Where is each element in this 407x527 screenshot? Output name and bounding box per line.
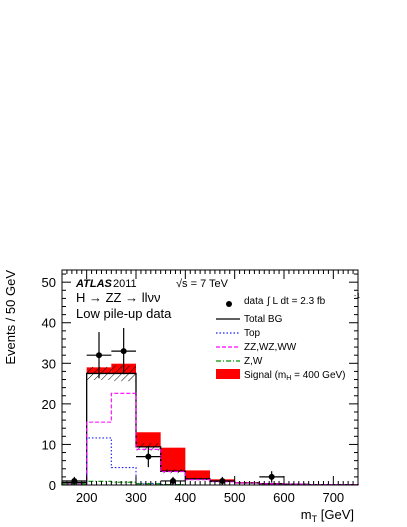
- series-top-line: [62, 437, 358, 486]
- data-point: [170, 477, 176, 484]
- x-tick-label: 400: [174, 490, 196, 505]
- data-point: [120, 348, 127, 355]
- legend-signal-label-sub: H: [286, 375, 291, 382]
- x-tick-label: 700: [322, 490, 344, 505]
- legend-data-label: data: [244, 296, 264, 307]
- legend: data ∫ L dt = 2.3 fb -1 Total BG Top ZZ,…: [216, 293, 360, 382]
- data-point: [268, 473, 275, 480]
- x-tick-label: 300: [125, 490, 147, 505]
- y-tick-label: 0: [49, 478, 56, 493]
- y-tick-label: 40: [42, 316, 56, 331]
- x-axis-title-main: m: [301, 507, 312, 522]
- data-point: [96, 352, 102, 359]
- y-tick-label: 30: [42, 356, 56, 371]
- data-point: [219, 477, 226, 484]
- x-tick-label: 600: [273, 490, 295, 505]
- legend-signal-swatch: [216, 369, 240, 379]
- lumi-exponent: -1: [354, 293, 360, 300]
- x-tick-label: 200: [76, 490, 98, 505]
- y-axis-title: Events / 50 GeV: [3, 270, 18, 365]
- data-point: [71, 477, 78, 484]
- lumi-label: ∫ L dt = 2.3 fb: [266, 296, 326, 307]
- legend-diboson-label: ZZ,WZ,WW: [244, 342, 297, 353]
- subtitle-label: Low pile-up data: [76, 306, 172, 321]
- legend-signal-label: Signal (mH = 400 GeV): [244, 370, 346, 382]
- signal-bar: [160, 447, 186, 472]
- experiment-label: ATLAS: [75, 278, 113, 290]
- y-tick-label: 10: [42, 437, 56, 452]
- x-tick-label: 500: [224, 490, 246, 505]
- x-axis-title-sub: T: [312, 514, 318, 524]
- y-tick-label: 20: [42, 397, 56, 412]
- legend-data-marker: [226, 301, 232, 307]
- data-point: [145, 453, 152, 460]
- legend-top-label: Top: [244, 328, 261, 339]
- legend-zw-label: Z,W: [244, 356, 263, 367]
- series-total-bg-line: [61, 372, 359, 486]
- legend-totalbg-label: Total BG: [244, 314, 283, 325]
- legend-signal-label-start: Signal (m: [244, 370, 286, 381]
- energy-label: √s = 7 TeV: [176, 278, 229, 290]
- year-label: 2011: [113, 278, 137, 290]
- channel-label: H → ZZ → llνν: [76, 290, 161, 305]
- x-axis-title: mT [GeV]: [301, 507, 354, 524]
- y-tick-label: 50: [42, 275, 56, 290]
- x-axis-title-unit: [GeV]: [317, 507, 354, 522]
- legend-signal-label-end: = 400 GeV): [291, 370, 345, 381]
- signal-bar: [185, 470, 210, 479]
